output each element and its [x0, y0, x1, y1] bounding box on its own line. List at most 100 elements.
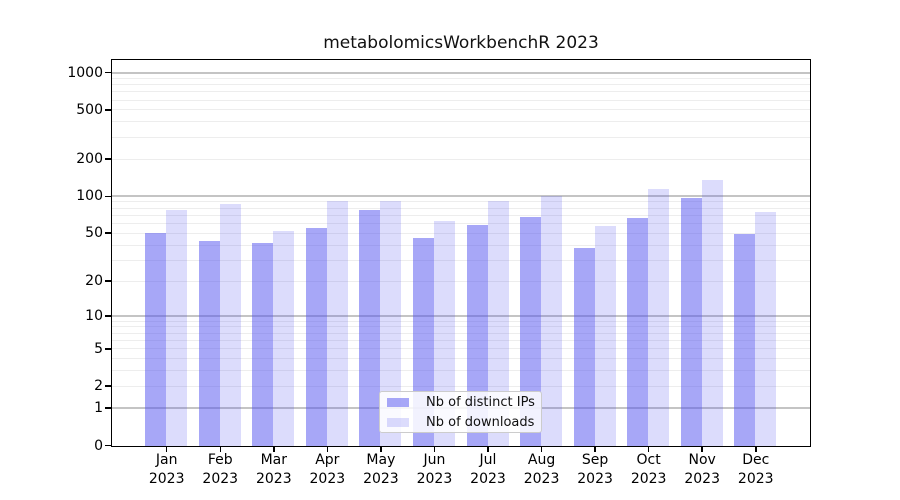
x-axis-label-year: 2023 [523, 471, 560, 487]
x-axis-tick [755, 446, 757, 452]
bar-downloads-oct [648, 189, 670, 446]
bar-downloads-aug [541, 195, 563, 446]
y-axis-tick-label: 10 [85, 308, 103, 325]
gridline-minor [112, 326, 810, 328]
legend-label-distinct-ips: Nb of distinct IPs [426, 394, 535, 410]
x-axis-tick [380, 446, 382, 452]
legend-label-downloads: Nb of downloads [426, 414, 535, 430]
x-axis-tick-label: Oct 2023 [617, 451, 681, 489]
gridline-minor [112, 99, 810, 101]
bar-downloads-sep [594, 225, 616, 446]
x-axis-tick [273, 446, 275, 452]
x-axis-tick-label: Sep 2023 [563, 451, 627, 489]
gridline-minor [112, 77, 810, 79]
bar-downloads-nov [701, 179, 723, 446]
x-axis-label-year: 2023 [309, 471, 346, 487]
gridline-minor [112, 358, 810, 360]
y-axis-tick [105, 407, 111, 409]
y-axis-tick [105, 158, 111, 160]
x-axis-tick [433, 446, 436, 452]
y-axis-tick [105, 195, 111, 198]
bar-downloads-jun [433, 220, 455, 446]
legend-swatch-downloads-icon [387, 417, 409, 427]
x-axis-tick-label: Jun 2023 [402, 451, 466, 489]
x-axis-tick [219, 446, 221, 452]
x-axis-tick-label: Aug 2023 [510, 451, 574, 489]
gridline-major [112, 71, 810, 74]
bar-distinct-ips-may [359, 210, 381, 446]
x-axis-tick-label: Dec 2023 [724, 451, 788, 489]
y-axis-tick-label: 5 [94, 340, 103, 357]
x-axis-label-month: Feb [207, 452, 233, 468]
gridline-minor [112, 244, 810, 246]
gridline-minor [112, 91, 810, 93]
x-axis-tick-label: Jul 2023 [456, 451, 520, 489]
bar-distinct-ips-nov [680, 197, 702, 446]
bar-distinct-ips-aug [520, 217, 542, 446]
x-axis-label-year: 2023 [202, 471, 239, 487]
x-axis-tick [540, 446, 543, 452]
x-axis-tick [594, 446, 596, 452]
bar-distinct-ips-apr [305, 227, 327, 446]
chart-title: metabolomicsWorkbenchR 2023 [323, 33, 599, 53]
x-axis-label-month: Aug [527, 452, 556, 468]
x-axis-label-month: Nov [688, 452, 716, 468]
legend-row-distinct-ips: Nb of distinct IPs [380, 392, 541, 412]
y-axis-tick [105, 109, 111, 111]
gridline-minor [112, 121, 810, 123]
bar-downloads-feb [219, 203, 241, 446]
y-axis-tick [105, 315, 111, 317]
x-axis-label-year: 2023 [470, 471, 506, 487]
gridline-minor [112, 207, 810, 209]
gridline-minor [112, 280, 810, 282]
x-axis-tick-label: May 2023 [349, 451, 413, 489]
gridline-minor [112, 332, 810, 334]
x-axis-label-month: Oct [636, 452, 661, 468]
x-axis-label-year: 2023 [737, 471, 774, 487]
y-axis-tick [105, 232, 111, 234]
x-axis-label-month: Mar [260, 452, 287, 468]
gridline-minor [112, 385, 810, 387]
x-axis-label-year: 2023 [630, 471, 667, 487]
x-axis-label-year: 2023 [416, 471, 453, 487]
y-axis-tick-label: 100 [76, 188, 103, 205]
gridline-major [112, 315, 810, 318]
gridline-minor [112, 232, 810, 234]
y-axis-tick-label: 50 [85, 225, 103, 242]
gridline-minor [112, 214, 810, 216]
bar-downloads-apr [326, 200, 348, 446]
x-axis-label-month: Dec [742, 452, 770, 468]
x-axis-tick-label: Apr 2023 [295, 451, 359, 489]
grid-layer [112, 60, 810, 446]
bars-layer [112, 60, 810, 446]
gridline-minor [112, 136, 810, 138]
gridline-minor [112, 339, 810, 341]
x-axis-label-year: 2023 [255, 471, 292, 487]
bar-downloads-jan [166, 210, 188, 446]
gridline-minor [112, 109, 810, 111]
bar-distinct-ips-oct [627, 218, 649, 446]
gridline-minor [112, 201, 810, 203]
x-axis-tick-label: Nov 2023 [670, 451, 734, 489]
x-axis-tick [326, 446, 329, 452]
gridline-minor [112, 320, 810, 322]
bar-distinct-ips-jul [466, 224, 488, 446]
y-axis-tick [105, 444, 111, 447]
y-axis-tick-label: 200 [76, 151, 103, 168]
x-axis-tick-label: Jan 2023 [135, 451, 199, 489]
x-axis-label-year: 2023 [684, 471, 720, 487]
y-axis-tick-label: 0 [94, 437, 103, 454]
y-axis-tick [105, 280, 111, 282]
legend-swatch-distinct-ips-icon [387, 397, 409, 407]
y-axis-tick-label: 1000 [67, 64, 103, 81]
x-axis-label-month: Sep [581, 452, 609, 468]
legend: Nb of distinct IPs Nb of downloads [379, 391, 542, 433]
x-axis-tick [165, 446, 168, 452]
y-axis-tick-label: 1 [94, 400, 103, 417]
x-axis-label-month: Jun [423, 452, 446, 468]
x-axis-label-year: 2023 [148, 471, 185, 487]
bar-distinct-ips-feb [198, 240, 220, 446]
gridline-minor [112, 223, 810, 225]
gridline-minor [112, 370, 810, 372]
x-axis-tick [487, 446, 489, 452]
